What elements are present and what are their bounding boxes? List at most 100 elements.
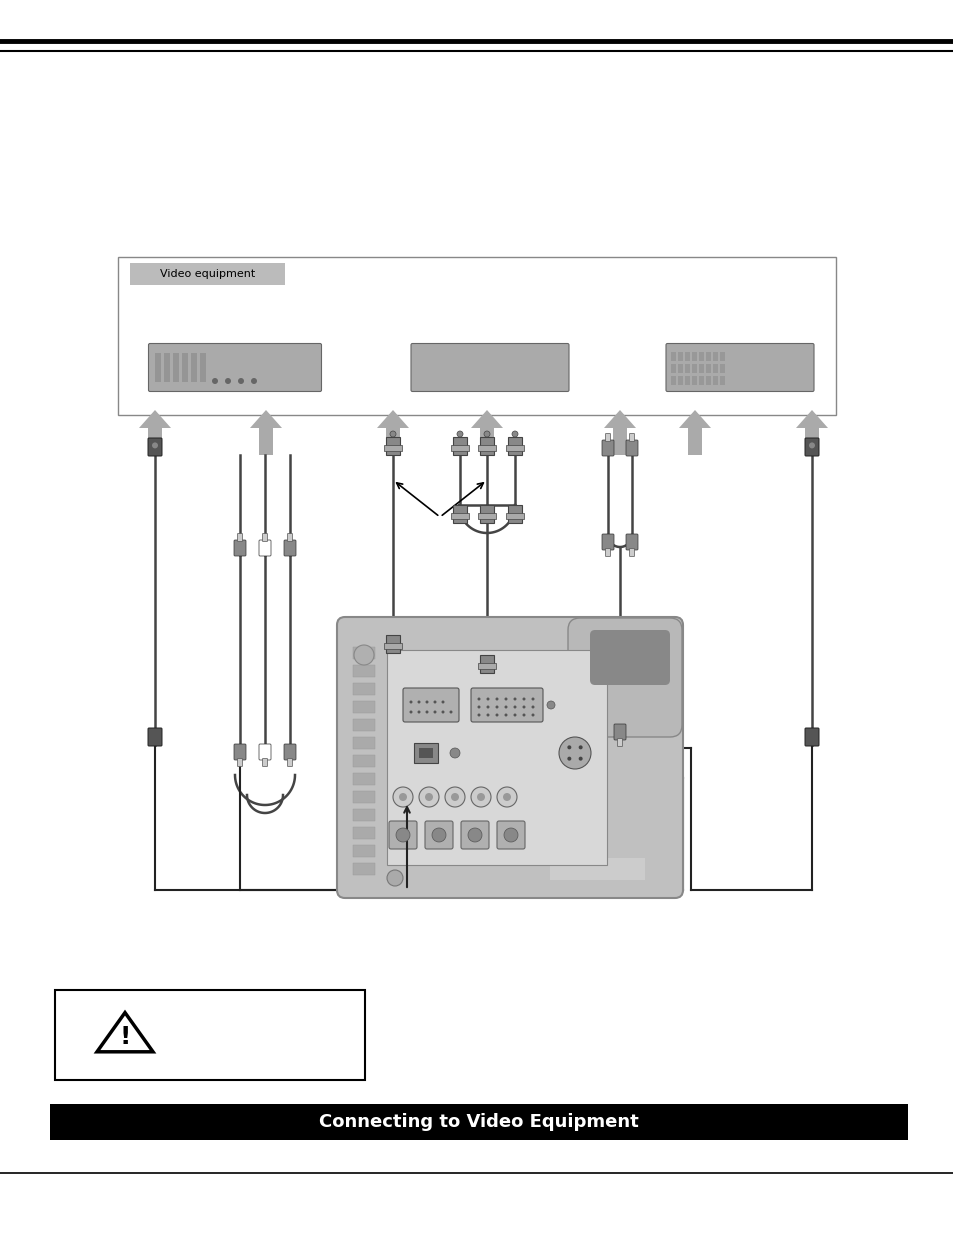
FancyBboxPatch shape <box>479 437 494 454</box>
Circle shape <box>477 705 480 709</box>
Circle shape <box>433 710 436 714</box>
FancyBboxPatch shape <box>258 540 271 556</box>
FancyBboxPatch shape <box>699 364 703 373</box>
FancyBboxPatch shape <box>685 352 690 361</box>
Circle shape <box>477 714 480 716</box>
Polygon shape <box>250 410 282 429</box>
FancyBboxPatch shape <box>692 364 697 373</box>
Circle shape <box>418 787 438 806</box>
FancyBboxPatch shape <box>804 438 818 456</box>
Circle shape <box>513 698 516 700</box>
FancyBboxPatch shape <box>237 758 242 767</box>
FancyBboxPatch shape <box>678 352 682 361</box>
Circle shape <box>409 710 412 714</box>
Circle shape <box>512 431 517 437</box>
Circle shape <box>425 710 428 714</box>
FancyBboxPatch shape <box>262 758 267 767</box>
FancyBboxPatch shape <box>505 513 523 519</box>
FancyBboxPatch shape <box>154 353 161 382</box>
FancyBboxPatch shape <box>418 748 433 758</box>
FancyBboxPatch shape <box>699 352 703 361</box>
FancyBboxPatch shape <box>258 743 271 760</box>
FancyBboxPatch shape <box>567 618 681 737</box>
Circle shape <box>433 700 436 704</box>
Circle shape <box>471 787 491 806</box>
Circle shape <box>578 746 582 750</box>
Circle shape <box>451 793 458 802</box>
Circle shape <box>504 698 507 700</box>
Circle shape <box>495 698 498 700</box>
FancyBboxPatch shape <box>233 743 246 760</box>
FancyBboxPatch shape <box>284 743 295 760</box>
Circle shape <box>417 700 420 704</box>
FancyBboxPatch shape <box>353 701 375 713</box>
FancyBboxPatch shape <box>678 364 682 373</box>
FancyBboxPatch shape <box>55 990 365 1079</box>
FancyBboxPatch shape <box>629 433 634 441</box>
FancyBboxPatch shape <box>411 343 568 391</box>
FancyBboxPatch shape <box>713 364 718 373</box>
Text: !: ! <box>119 1025 131 1049</box>
FancyBboxPatch shape <box>284 540 295 556</box>
FancyBboxPatch shape <box>671 352 676 361</box>
FancyBboxPatch shape <box>505 445 523 451</box>
Circle shape <box>468 827 481 842</box>
Polygon shape <box>139 410 171 429</box>
FancyBboxPatch shape <box>384 643 401 650</box>
Circle shape <box>522 698 525 700</box>
Polygon shape <box>386 429 399 454</box>
Circle shape <box>531 705 534 709</box>
FancyBboxPatch shape <box>625 440 638 456</box>
Circle shape <box>441 700 444 704</box>
FancyBboxPatch shape <box>262 534 267 541</box>
Circle shape <box>504 714 507 716</box>
FancyBboxPatch shape <box>605 548 610 557</box>
FancyBboxPatch shape <box>287 534 293 541</box>
Circle shape <box>558 737 590 769</box>
Circle shape <box>424 793 433 802</box>
Circle shape <box>495 705 498 709</box>
FancyBboxPatch shape <box>384 445 401 451</box>
Circle shape <box>567 757 571 761</box>
FancyBboxPatch shape <box>353 845 375 857</box>
Circle shape <box>503 827 517 842</box>
FancyBboxPatch shape <box>713 352 718 361</box>
Circle shape <box>152 442 158 448</box>
FancyArrowPatch shape <box>404 808 410 887</box>
FancyBboxPatch shape <box>353 683 375 695</box>
Polygon shape <box>687 429 701 454</box>
FancyBboxPatch shape <box>453 505 467 522</box>
FancyBboxPatch shape <box>386 437 399 454</box>
Circle shape <box>398 793 407 802</box>
Circle shape <box>522 705 525 709</box>
FancyBboxPatch shape <box>678 375 682 385</box>
FancyBboxPatch shape <box>477 663 496 669</box>
Circle shape <box>444 787 464 806</box>
Circle shape <box>477 698 480 700</box>
FancyBboxPatch shape <box>353 863 375 876</box>
Polygon shape <box>603 410 636 429</box>
Circle shape <box>504 705 507 709</box>
FancyBboxPatch shape <box>148 438 162 456</box>
FancyBboxPatch shape <box>387 650 606 864</box>
FancyBboxPatch shape <box>353 647 375 659</box>
Circle shape <box>497 787 517 806</box>
Circle shape <box>513 714 516 716</box>
FancyBboxPatch shape <box>601 440 614 456</box>
FancyBboxPatch shape <box>353 809 375 821</box>
FancyBboxPatch shape <box>287 758 293 767</box>
FancyBboxPatch shape <box>479 655 494 673</box>
Circle shape <box>441 710 444 714</box>
FancyBboxPatch shape <box>720 375 724 385</box>
Polygon shape <box>479 429 494 454</box>
Circle shape <box>578 757 582 761</box>
FancyBboxPatch shape <box>389 821 416 848</box>
Circle shape <box>395 827 410 842</box>
FancyBboxPatch shape <box>699 375 703 385</box>
FancyBboxPatch shape <box>706 364 711 373</box>
Circle shape <box>476 793 484 802</box>
FancyBboxPatch shape <box>353 737 375 748</box>
FancyBboxPatch shape <box>191 353 196 382</box>
FancyBboxPatch shape <box>149 343 321 391</box>
FancyBboxPatch shape <box>172 353 179 382</box>
